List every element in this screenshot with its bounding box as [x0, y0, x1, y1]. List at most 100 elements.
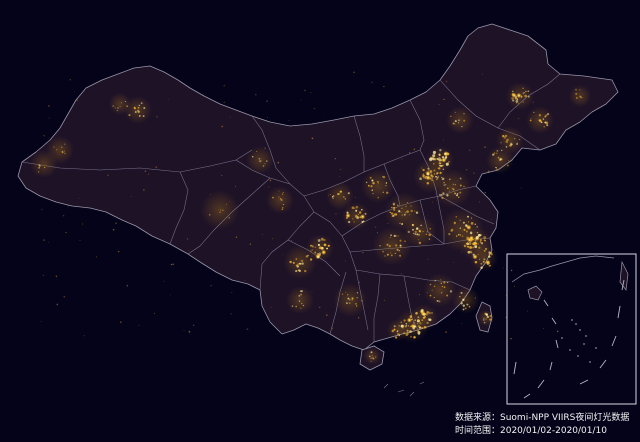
city-light-point [422, 230, 424, 233]
city-light-point [411, 324, 414, 328]
city-light-point [405, 325, 408, 327]
city-light-point [368, 355, 371, 358]
city-light-point [496, 152, 498, 154]
city-light-point [540, 121, 543, 124]
city-light-point [432, 154, 436, 158]
city-light-point [114, 107, 116, 109]
rural-light-point [210, 193, 211, 195]
city-light-point [423, 325, 427, 329]
city-light-point [302, 304, 305, 307]
city-light-point [413, 335, 416, 339]
rural-light-point [63, 295, 66, 298]
rural-light-point [527, 310, 529, 312]
city-light-point [415, 311, 418, 315]
city-light-point [417, 323, 419, 325]
rural-light-point [461, 323, 463, 324]
city-light-point [362, 220, 365, 223]
city-light-point [485, 318, 487, 320]
city-light-point [352, 218, 354, 220]
city-light-point [435, 175, 437, 178]
city-light-point [579, 89, 581, 91]
rural-light-point [518, 118, 520, 120]
city-light-point [429, 283, 432, 286]
rural-light-point [427, 258, 429, 260]
city-light-point [474, 223, 477, 226]
city-light-point [445, 162, 449, 166]
city-light-point [436, 173, 438, 175]
city-light-point [441, 178, 444, 181]
city-light-point [452, 122, 455, 125]
city-light-point [137, 109, 139, 112]
city-light-point [133, 106, 136, 109]
city-light-point [396, 248, 399, 251]
city-light-point [354, 207, 356, 209]
rural-light-point [210, 285, 212, 287]
city-light-point [389, 211, 392, 214]
city-light-point [413, 322, 415, 324]
rural-light-point [428, 169, 430, 172]
city-light-point [439, 171, 442, 175]
city-light-point [440, 193, 443, 196]
city-light-point [514, 138, 516, 140]
rural-light-point [545, 120, 547, 123]
rural-light-point [311, 290, 313, 293]
city-light-point [476, 226, 478, 228]
rural-light-point [148, 173, 150, 175]
city-light-point [469, 246, 472, 249]
city-light-point [355, 305, 358, 307]
rural-light-point [319, 306, 321, 309]
rural-light-point [187, 250, 189, 251]
urban-haze [386, 318, 410, 342]
city-light-point [357, 213, 359, 215]
city-light-point [345, 291, 347, 293]
rural-light-point [516, 142, 519, 144]
rural-light-point [271, 238, 273, 240]
city-light-point [314, 246, 316, 248]
city-light-point [446, 294, 449, 297]
city-light-point [461, 125, 463, 128]
city-light-point [220, 209, 222, 211]
city-light-point [417, 319, 420, 322]
city-light-point [338, 193, 340, 195]
city-light-point [400, 247, 402, 249]
rural-light-point [357, 316, 360, 319]
city-light-point [422, 174, 425, 178]
city-light-point [365, 181, 368, 184]
city-light-point [347, 297, 350, 300]
city-light-point [474, 297, 476, 299]
city-light-point [452, 183, 455, 186]
city-light-point [370, 185, 373, 188]
rural-light-point [221, 174, 223, 177]
city-light-point [112, 105, 115, 107]
city-light-point [470, 250, 472, 252]
city-light-point [317, 243, 320, 246]
rural-light-point [112, 228, 115, 231]
city-light-point [524, 94, 527, 98]
city-light-point [264, 163, 266, 165]
city-light-point [478, 246, 481, 249]
city-light-point [482, 260, 485, 263]
rural-light-point [202, 94, 204, 96]
city-lights [37, 71, 583, 362]
city-light-point [426, 181, 430, 185]
city-light-point [448, 161, 450, 163]
map-caption: 数据来源：Suomi-NPP VIIRS夜间灯光数据 时间范围：2020/01/… [455, 412, 637, 438]
city-light-point [351, 297, 353, 299]
city-light-point [450, 228, 454, 232]
city-light-point [441, 285, 444, 288]
rural-light-point [457, 180, 458, 182]
city-light-point [469, 231, 473, 235]
inset-coastline [511, 255, 629, 301]
rural-light-point [311, 137, 314, 140]
city-light-point [347, 192, 350, 195]
rural-light-point [483, 250, 485, 252]
city-light-point [421, 319, 424, 322]
city-light-point [345, 216, 349, 220]
city-light-point [440, 159, 443, 161]
city-light-point [422, 316, 425, 319]
city-light-point [423, 176, 425, 179]
city-light-point [304, 269, 307, 273]
city-light-point [61, 151, 64, 154]
city-light-point [443, 181, 446, 184]
